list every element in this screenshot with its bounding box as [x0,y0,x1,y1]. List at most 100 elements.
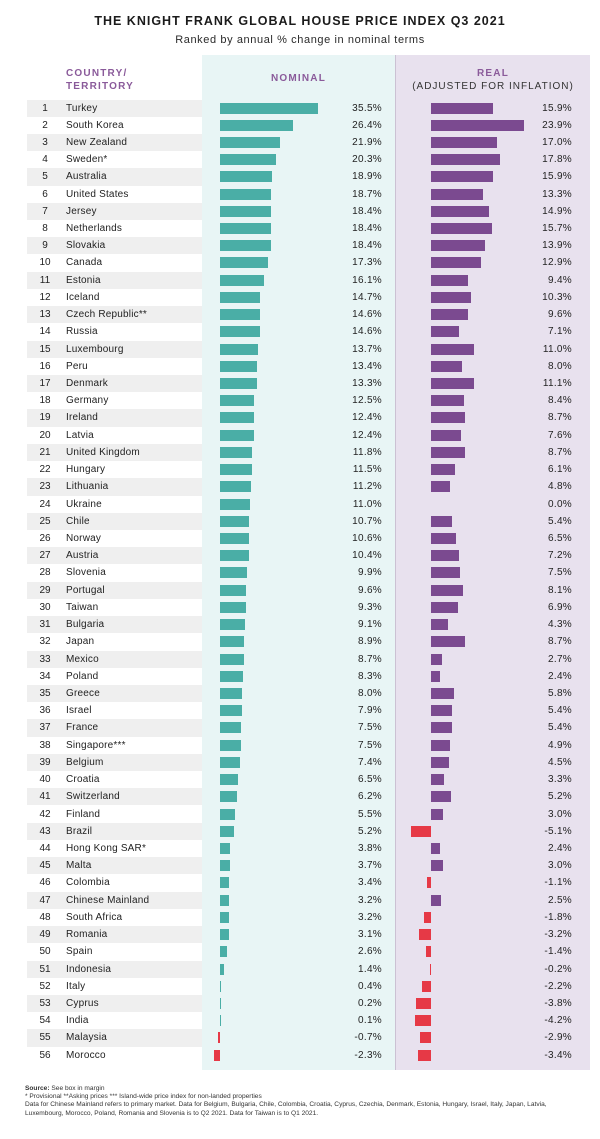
country-label: Czech Republic** [66,309,148,321]
real-value-label: 13.3% [542,188,572,200]
real-bar [431,205,490,217]
real-value-label: 4.3% [548,619,572,631]
nominal-value-label: 7.5% [358,739,382,751]
real-bar [431,309,469,321]
rank-label: 17 [39,378,51,390]
real-value-label: 2.7% [548,653,572,665]
row-background [27,133,202,152]
real-bar [430,963,432,975]
table-row: 25 Chile 10.7% 5.4% [0,512,600,530]
country-label: Croatia [66,774,100,786]
nominal-value-label: 12.4% [352,412,382,424]
nominal-bar [220,188,272,200]
row-background [27,616,202,634]
footnote-symbols: * Provisional **Asking prices *** Island… [25,1093,262,1101]
country-label: Hungary [66,464,106,476]
rank-label: 54 [39,1015,51,1027]
nominal-bar [220,205,271,217]
real-bar [431,584,463,596]
real-value-label: 23.9% [542,119,572,131]
country-label: Jersey [66,205,97,217]
real-bar [431,429,461,441]
country-label: Russia [66,326,98,338]
real-bar [431,601,458,613]
rank-label: 30 [39,601,51,613]
real-value-label: 7.5% [548,567,572,579]
real-value-label: 8.1% [548,584,572,596]
nominal-value-label: 2.6% [358,946,382,958]
nominal-value-label: 0.1% [358,1015,382,1027]
row-background [27,994,202,1013]
real-value-label: -5.1% [544,825,572,837]
real-value-label: 5.4% [548,722,572,734]
real-value-label: 15.9% [542,171,572,183]
real-value-label: 7.6% [548,429,572,441]
rank-label: 28 [39,567,51,579]
nominal-value-label: 5.2% [358,825,382,837]
real-value-label: -3.8% [544,997,572,1009]
country-label: Morocco [66,1049,106,1061]
nominal-value-label: 7.4% [358,756,382,768]
real-value-label: 12.9% [542,257,572,269]
real-bar [431,756,449,768]
table-row: 14 Russia 14.6% 7.1% [0,323,600,340]
rank-label: 2 [42,119,48,131]
footnote-data-periods-2: Luxembourg, Morocco, Poland, Romania and… [25,1109,319,1117]
nominal-value-label: 8.7% [358,653,382,665]
rank-label: 37 [39,722,51,734]
real-value-label: 4.8% [548,481,572,493]
table-row: 20 Latvia 12.4% 7.6% [0,427,600,444]
nominal-bar [220,257,268,269]
real-bar [431,274,468,286]
source-note: Source: See box in margin [25,1085,585,1093]
source-label: Source: [25,1085,50,1092]
table-row: 48 South Africa 3.2% -1.8% [0,909,600,926]
nominal-bar [220,360,257,372]
table-row: 13 Czech Republic** 14.6% 9.6% [0,306,600,324]
nominal-bar [220,395,255,407]
real-bar [416,997,431,1009]
country-label: United Kingdom [66,446,140,458]
real-value-label: -1.8% [544,911,572,923]
country-label: Germany [66,395,109,407]
nominal-value-label: 18.4% [352,240,382,252]
nominal-bar [220,154,276,166]
table-row: 45 Malta 3.7% 3.0% [0,857,600,875]
real-bar [431,240,486,252]
row-background [27,340,202,358]
nominal-bar [213,1049,220,1061]
rank-label: 55 [39,1032,51,1044]
country-label: Brazil [66,825,93,837]
rank-label: 56 [39,1049,51,1061]
table-row: 33 Mexico 8.7% 2.7% [0,650,600,668]
country-label: Israel [66,705,92,717]
real-bar [431,223,493,235]
rank-label: 16 [39,360,51,372]
nominal-bar [220,705,242,717]
country-label: Belgium [66,756,104,768]
row-background [27,443,202,462]
table-row: 52 Italy 0.4% -2.2% [0,978,600,995]
real-bar [431,860,443,872]
table-row: 31 Bulgaria 9.1% 4.3% [0,616,600,634]
real-value-label: 2.4% [548,670,572,682]
real-bar [431,464,455,476]
nominal-bar [220,739,241,751]
rank-label: 3 [42,136,48,148]
real-value-label: 8.7% [548,412,572,424]
rank-label: 49 [39,929,51,941]
real-value-label: 14.9% [542,205,572,217]
nominal-bar [220,929,229,941]
country-label: Australia [66,171,107,183]
real-bar [411,825,431,837]
nominal-value-label: 13.4% [352,360,382,372]
real-bar [431,395,464,407]
row-background [27,719,202,737]
rank-label: 14 [39,326,51,338]
nominal-bar [220,446,253,458]
country-label: Turkey [66,102,98,114]
country-label: Estonia [66,274,101,286]
rank-label: 48 [39,911,51,923]
rank-label: 13 [39,309,51,321]
table-row: 3 New Zealand 21.9% 17.0% [0,133,600,152]
